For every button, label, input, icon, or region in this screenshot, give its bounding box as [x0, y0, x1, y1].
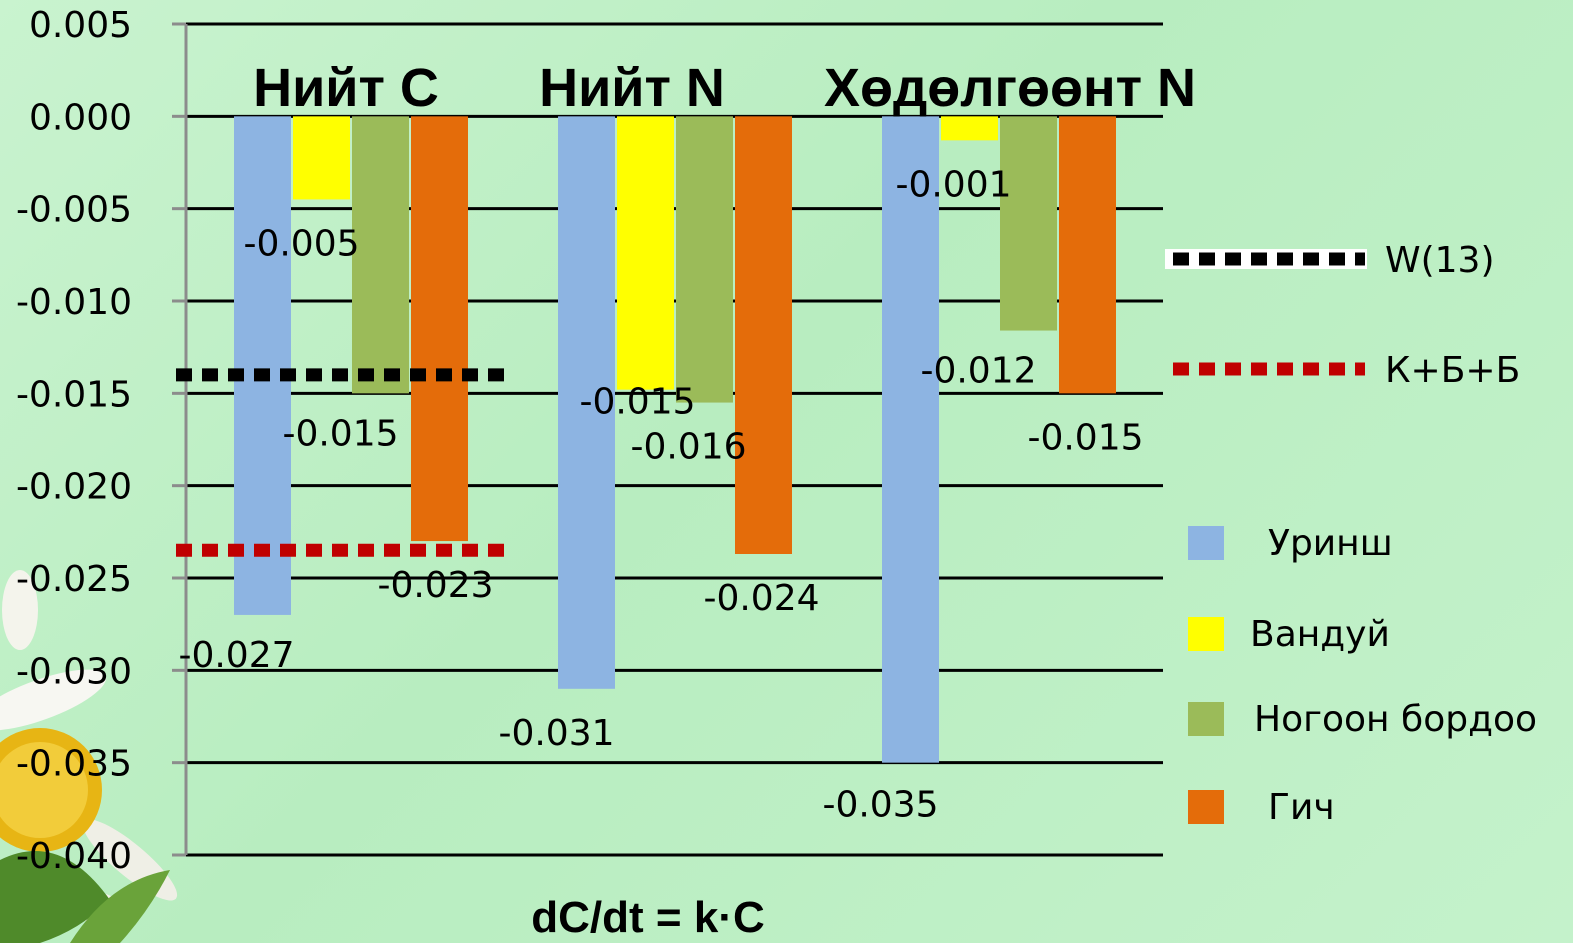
y-tick-label: -0.035	[16, 744, 132, 785]
category-titles: Нийт C Нийт N Хөдөлгөөнт N	[253, 58, 1196, 118]
legend-label: К+Б+Б	[1385, 350, 1520, 391]
reference-lines	[176, 368, 508, 557]
bar-value-label: -0.005	[243, 223, 359, 264]
y-tick-label: -0.040	[16, 836, 132, 877]
y-tick-label: -0.010	[16, 282, 132, 323]
legend-swatch	[1188, 526, 1224, 560]
legend-label: Вандуй	[1250, 614, 1390, 655]
x-axis-label: dC/dt = k·C	[531, 893, 764, 942]
bar-value-label: -0.027	[178, 635, 294, 676]
bar	[1059, 116, 1116, 394]
bar-value-label: -0.035	[822, 785, 938, 826]
bar-value-label: -0.031	[498, 713, 614, 754]
bar	[676, 116, 733, 403]
bar-value-label: -0.015	[1027, 417, 1143, 458]
daisy-decoration	[0, 570, 178, 943]
bar-value-label: -0.012	[920, 351, 1036, 392]
bars	[234, 116, 1116, 763]
y-axis: 0.005 0.000 -0.005 -0.010 -0.015 -0.020 -0.025…	[16, 5, 188, 877]
bar-value-label: -0.001	[895, 164, 1011, 205]
bar-value-labels: -0.027 -0.031 -0.035 -0.005 -0.015 -0.001 -0.0…	[178, 164, 1143, 825]
y-tick-label: -0.030	[16, 651, 132, 692]
bar	[234, 116, 291, 615]
legend-swatch	[1188, 617, 1224, 651]
bar	[1000, 116, 1057, 331]
bar	[293, 116, 350, 200]
bar	[882, 116, 939, 763]
legend-label: W(13)	[1385, 240, 1495, 281]
legend: W(13) К+Б+Б Уринш Вандуй Ногоон бордоо Гич	[1165, 240, 1537, 828]
legend-swatch	[1188, 702, 1224, 736]
y-tick-label: -0.015	[16, 374, 132, 415]
bar	[352, 116, 409, 394]
y-tick-label: -0.020	[16, 467, 132, 508]
bar	[735, 116, 792, 554]
bar-value-label: -0.016	[630, 427, 746, 468]
legend-label: Ногоон бордоо	[1254, 699, 1537, 740]
legend-label: Гич	[1268, 787, 1335, 828]
bar-value-label: -0.024	[703, 578, 819, 619]
bar	[941, 116, 998, 141]
category-title: Нийт C	[253, 58, 439, 118]
bar	[617, 116, 674, 390]
y-tick-label: 0.005	[29, 5, 132, 46]
y-tick-label: 0.000	[29, 97, 132, 138]
bar	[558, 116, 615, 689]
legend-swatch	[1188, 790, 1224, 824]
y-tick-label: -0.025	[16, 559, 132, 600]
category-title: Хөдөлгөөнт N	[824, 58, 1196, 118]
bar	[411, 116, 468, 542]
category-title: Нийт N	[539, 58, 725, 118]
bar-value-label: -0.023	[377, 565, 493, 606]
bar-value-label: -0.015	[282, 413, 398, 454]
y-tick-label: -0.005	[16, 190, 132, 231]
bar-value-label: -0.015	[579, 382, 695, 423]
legend-label: Уринш	[1268, 523, 1393, 564]
